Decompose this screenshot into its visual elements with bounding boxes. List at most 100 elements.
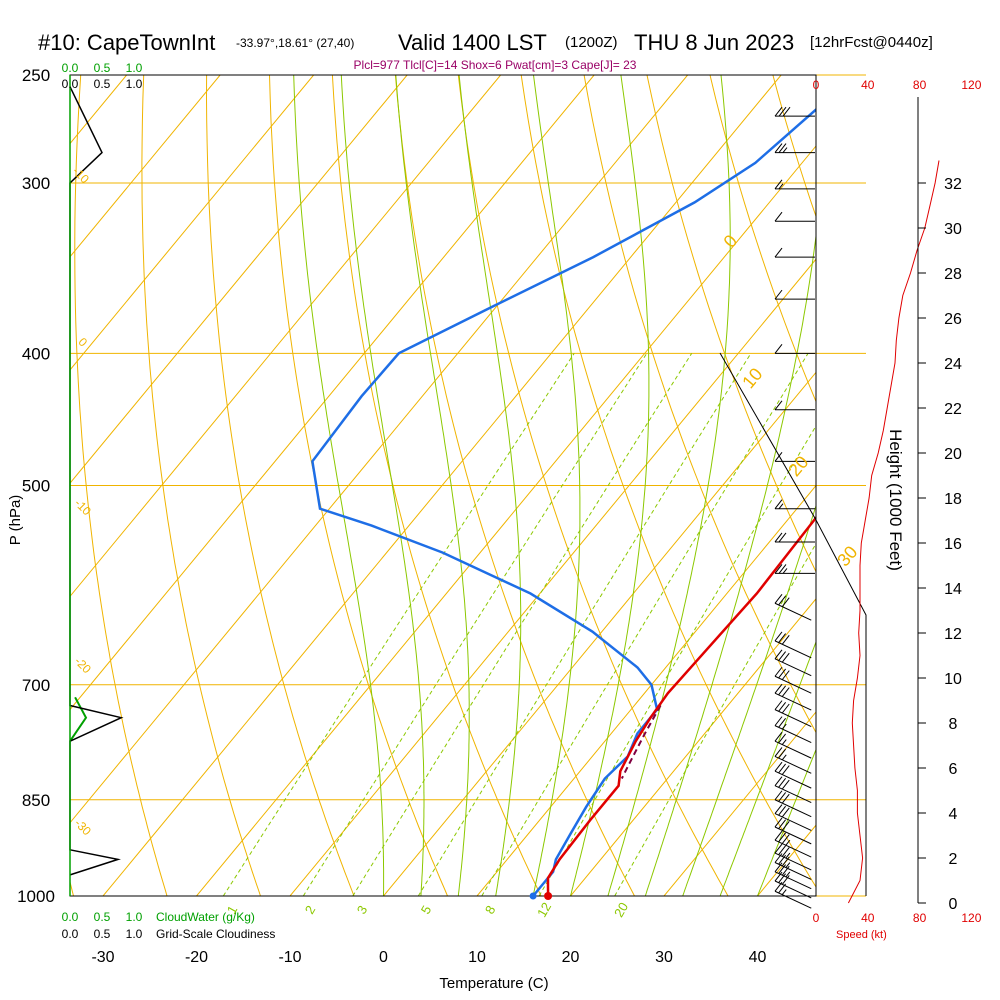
thermo-diagram-lines	[70, 75, 816, 896]
wind-barb-flag	[778, 532, 787, 543]
wind-barb-flag	[774, 499, 783, 510]
wind-barb-flag	[774, 344, 783, 354]
wind-barb-flag	[774, 666, 783, 677]
isotherm-line	[196, 145, 816, 896]
moist-adiabat-line	[757, 748, 816, 896]
wind-barb-staff	[774, 725, 812, 743]
dry-adiabat-line	[457, 75, 729, 896]
wind-barb-staff	[774, 890, 812, 909]
pressure-tick-label: 1000	[17, 887, 55, 906]
wind-barb-flag	[774, 179, 783, 190]
height-tick-label: 8	[949, 716, 958, 733]
height-tick-label: 18	[944, 491, 962, 508]
wind-barb-flag	[774, 843, 783, 854]
speed-tick-bottom: 0	[813, 911, 820, 925]
wind-barb	[774, 862, 812, 890]
wind-barb-half	[785, 852, 791, 859]
wind-barb	[774, 532, 815, 543]
temperature-tick-label: 10	[468, 949, 486, 966]
wind-barb-flag	[778, 763, 787, 774]
temperature-tick-label: 40	[749, 949, 767, 966]
stability-indices: Plcl=977 Tlcl[C]=14 Shox=6 Pwat[cm]=3 Ca…	[354, 58, 637, 72]
wind-barb-flag	[774, 871, 783, 882]
mixing-ratio-line	[302, 353, 648, 896]
wind-barb-flag	[781, 856, 790, 867]
wind-barb-flag	[774, 776, 783, 786]
isotherm-label: 10	[738, 364, 766, 392]
isotherm-line	[70, 75, 689, 824]
pressure-tick-label: 500	[22, 477, 50, 496]
wind-barb-staff	[774, 770, 812, 789]
height-tick-label: 10	[944, 671, 962, 688]
wind-barb-flag	[781, 634, 790, 645]
height-axis-label: Height (1000 Feet)	[886, 429, 905, 571]
height-tick-label: 22	[944, 401, 962, 418]
wind-barb	[774, 776, 812, 804]
wind-barb-flag	[781, 807, 790, 818]
wind-barb-flag	[778, 685, 787, 696]
wind-barb	[774, 790, 812, 818]
wind-barb-staff	[774, 785, 812, 804]
parcel-line	[620, 705, 662, 779]
dry-adiabat-line	[394, 75, 635, 896]
wind-barb-flag	[778, 633, 787, 643]
wind-barb-flag	[778, 854, 787, 865]
wind-barb-flag	[774, 564, 783, 574]
mixing-ratio-line	[222, 353, 575, 896]
wind-barb-half	[778, 183, 784, 190]
wind-barb-flag	[778, 702, 787, 712]
mixing-ratio-label: 8	[482, 903, 499, 917]
wind-barb	[774, 106, 815, 117]
moist-adiabat-line	[682, 504, 816, 896]
dry-adiabat-line	[74, 75, 168, 896]
mixing-ratio-line	[352, 353, 693, 896]
wind-barb-flag	[774, 532, 783, 543]
wind-barb	[774, 344, 815, 354]
height-tick-label: 12	[944, 626, 962, 643]
dry-adiabat-line	[141, 75, 261, 896]
wind-barb-staff	[774, 880, 812, 899]
wind-barb-flag	[781, 652, 790, 663]
wind-barb	[774, 817, 812, 845]
dry-adiabat-line	[331, 75, 542, 896]
wind-barb-half	[782, 568, 788, 574]
wind-barb-staff	[774, 862, 812, 880]
wind-barb-flag	[781, 687, 790, 697]
wind-barb-staff	[774, 675, 812, 694]
wind-barb-half	[785, 862, 791, 868]
speed-tick-top: 80	[913, 78, 927, 92]
height-tick-label: 28	[944, 266, 962, 283]
height-tick-label: 20	[944, 446, 962, 463]
dewpoint-line	[311, 107, 816, 896]
wind-barb	[774, 853, 812, 880]
wind-speed-line	[847, 160, 940, 904]
wind-barb-flag	[774, 593, 783, 604]
height-tick-label: 0	[949, 896, 958, 913]
height-tick-label: 30	[944, 221, 962, 238]
wind-barb-flag	[778, 864, 787, 874]
wind-barb	[774, 700, 812, 727]
moist-adiabat-line	[458, 75, 522, 896]
wind-barb-staff	[774, 852, 812, 871]
wind-barb-flag	[778, 778, 787, 788]
wind-barb-flag	[778, 748, 787, 759]
speed-tick-bottom: 120	[961, 911, 981, 925]
mixing-ratio-label: 5	[418, 903, 435, 917]
wind-barb-flag	[774, 731, 783, 742]
cloudiness-tick-bottom: 0.0	[62, 927, 79, 941]
wind-barb-flag	[774, 862, 783, 873]
cloudiness-tick-top: 1.0	[126, 77, 143, 91]
wind-barb-staff	[774, 839, 812, 858]
wind-barb-flag	[781, 834, 790, 844]
zulu-time: (1200Z)	[565, 34, 618, 51]
mixing-ratio-line	[538, 424, 816, 896]
isotherm-line	[663, 711, 816, 896]
wind-barb-half	[782, 147, 788, 153]
cloudwater-tick-top: 0.0	[62, 61, 79, 75]
wind-barb	[774, 564, 815, 574]
wind-barb-flag	[778, 718, 787, 728]
dry-adiabat-line	[646, 75, 816, 573]
